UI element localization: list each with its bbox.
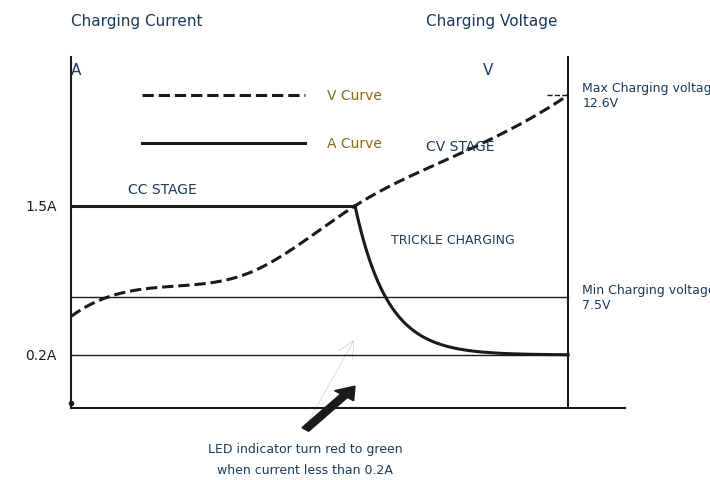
Text: V Curve: V Curve — [327, 89, 381, 103]
Text: TRICKLE CHARGING: TRICKLE CHARGING — [391, 233, 514, 247]
Text: 1.5A: 1.5A — [26, 199, 57, 214]
Text: A: A — [71, 62, 82, 77]
Text: Min Charging voltage
7.5V: Min Charging voltage 7.5V — [582, 284, 710, 312]
Text: Charging Current: Charging Current — [71, 14, 202, 29]
FancyArrow shape — [302, 386, 355, 432]
Text: CC STAGE: CC STAGE — [128, 183, 197, 197]
Text: LED indicator turn red to green: LED indicator turn red to green — [208, 442, 403, 455]
Text: A Curve: A Curve — [327, 137, 381, 151]
Text: Max Charging voltage
12.6V: Max Charging voltage 12.6V — [582, 82, 710, 110]
Text: when current less than 0.2A: when current less than 0.2A — [217, 463, 393, 476]
Text: Charging Voltage: Charging Voltage — [426, 14, 557, 29]
Text: 0.2A: 0.2A — [26, 348, 57, 362]
Text: V: V — [483, 62, 493, 77]
Text: CV STAGE: CV STAGE — [426, 140, 494, 154]
